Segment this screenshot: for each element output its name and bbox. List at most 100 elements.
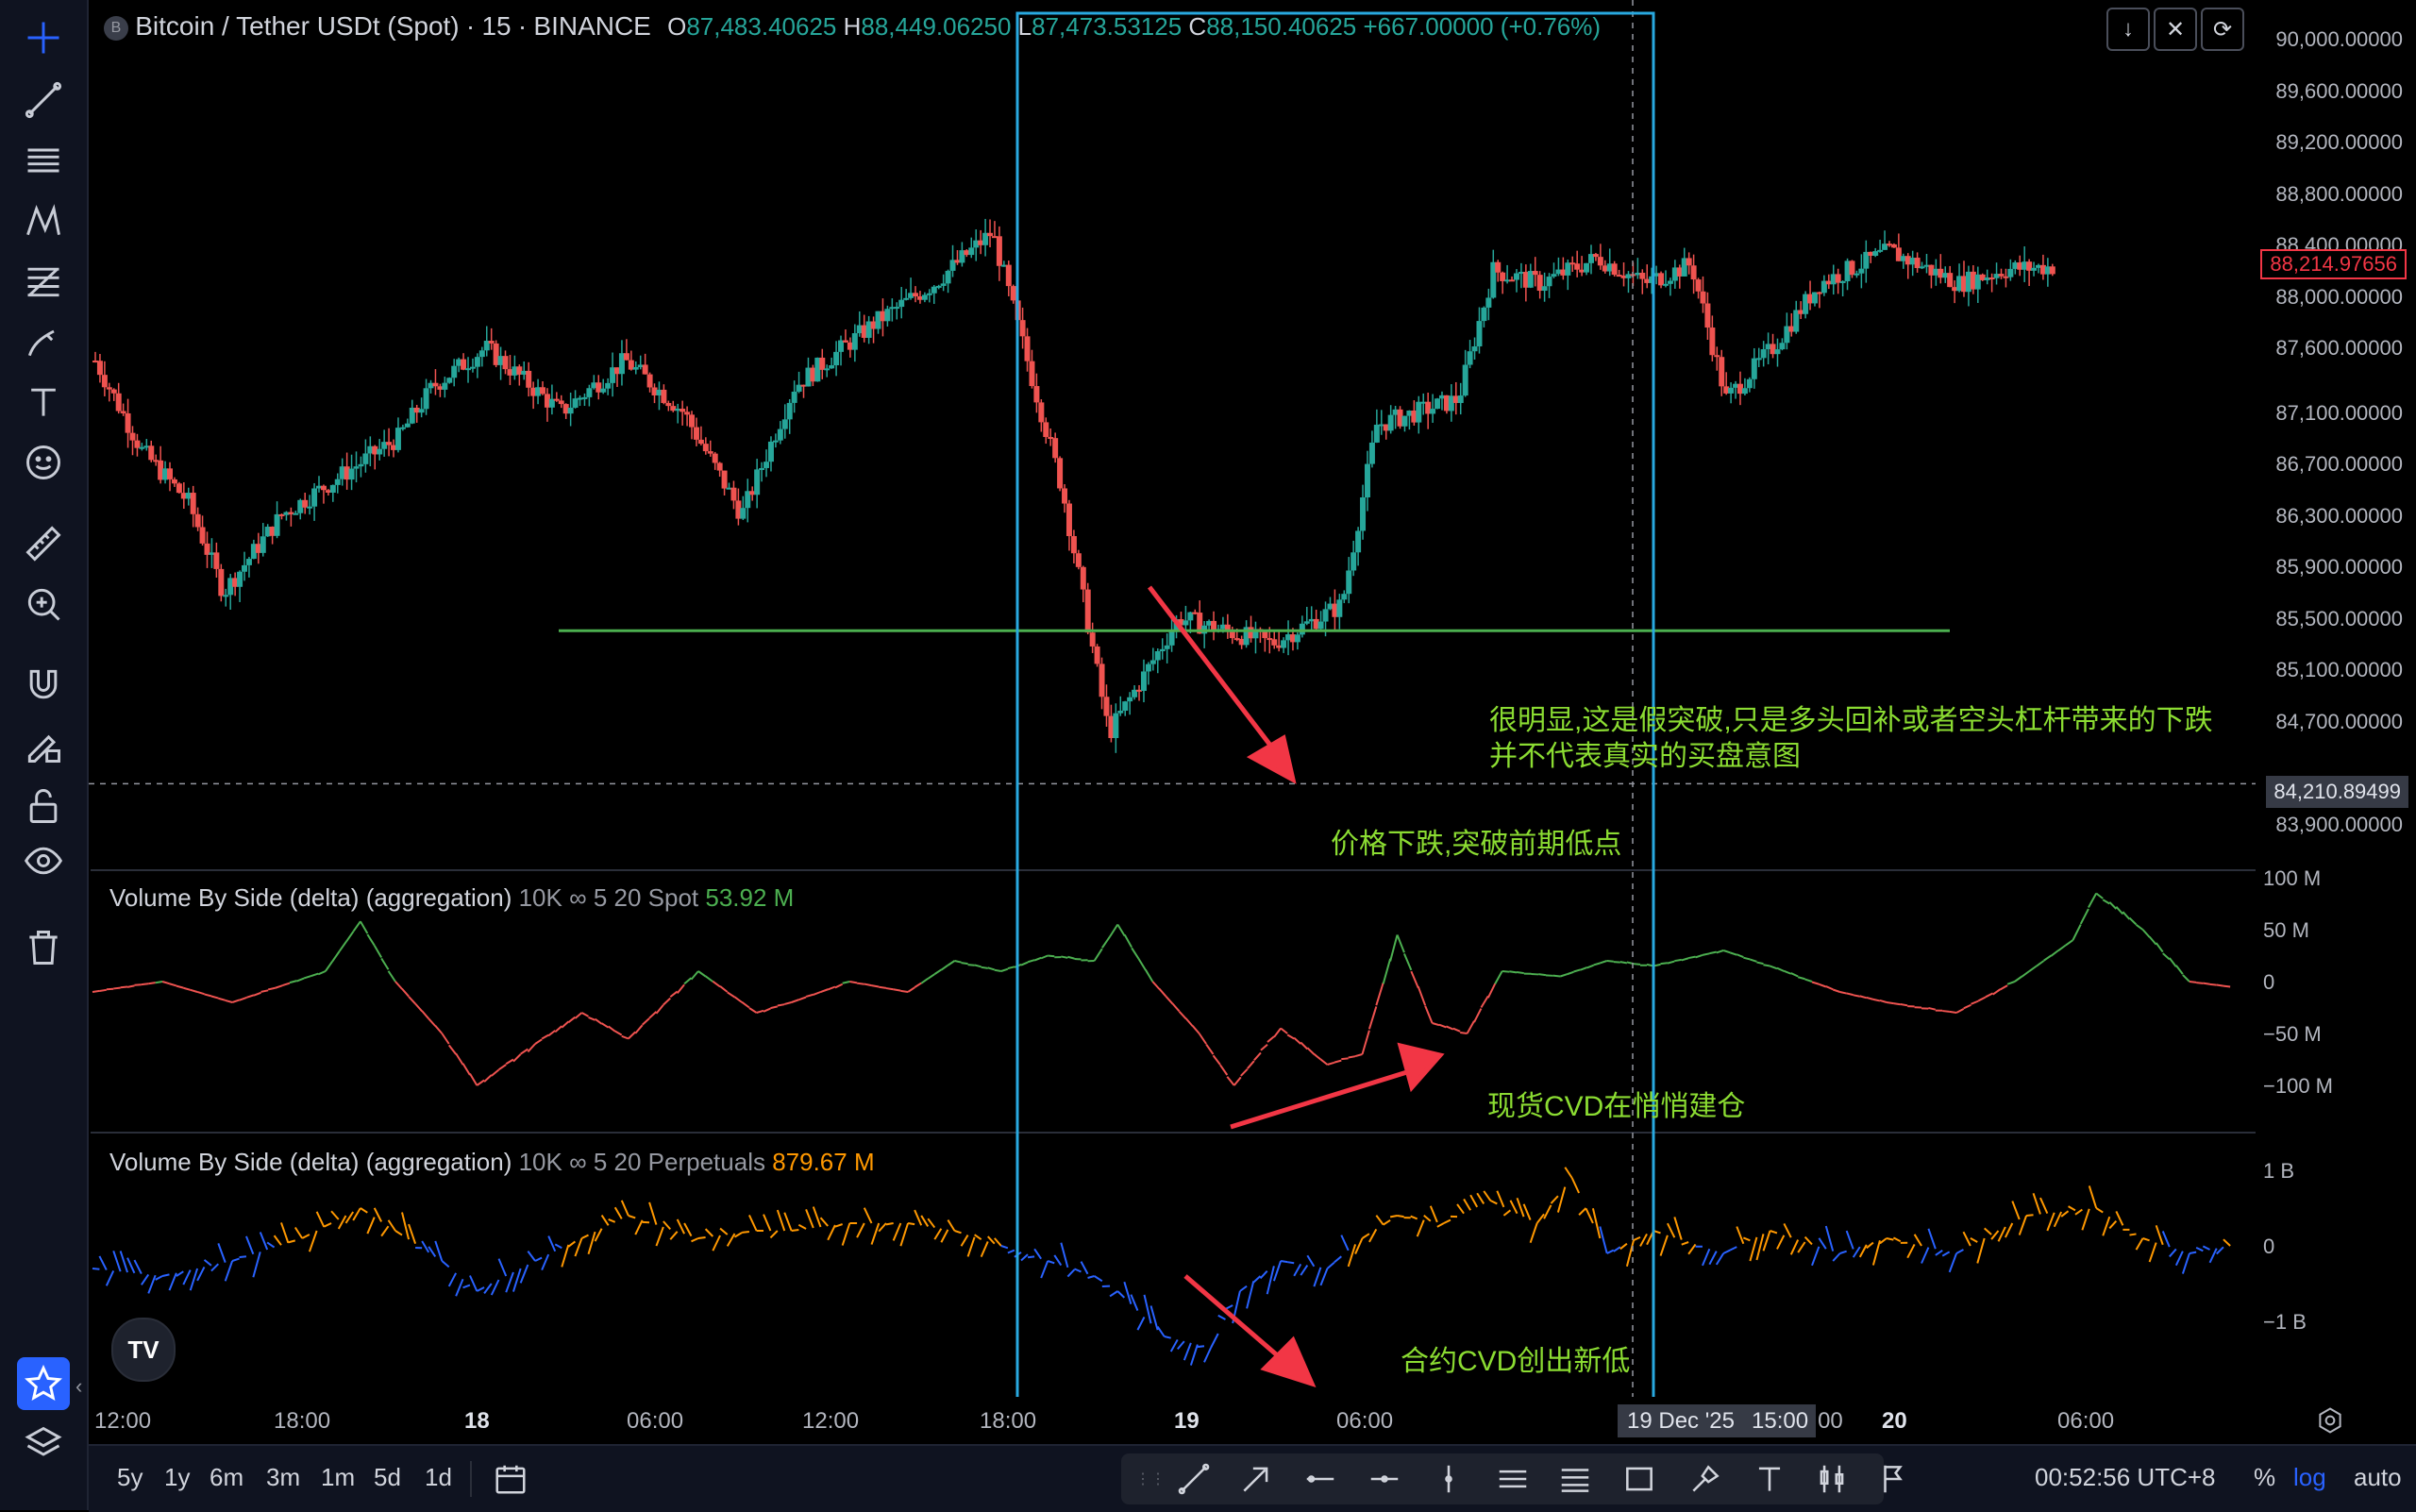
symbol-legend[interactable]: B Bitcoin / Tether USDt (Spot) · 15 · BI…: [104, 11, 1601, 42]
cvd-segment: [1327, 1063, 1334, 1065]
candle: [1476, 321, 1482, 346]
lock-icon[interactable]: [17, 780, 70, 832]
annotation-perp-cvd[interactable]: 合约CVD创出新低: [1401, 1344, 1630, 1380]
cvd-segment: [1186, 1018, 1193, 1026]
log-toggle[interactable]: log: [2293, 1463, 2326, 1492]
cvd-segment: [849, 982, 857, 983]
perp-pane-title: Volume By Side (delta) (aggregation): [109, 1148, 512, 1176]
spot-pane-legend[interactable]: Volume By Side (delta) (aggregation) 10K…: [109, 883, 794, 913]
time-label: 18: [464, 1408, 490, 1435]
cvd-segment: [169, 1273, 176, 1290]
parallel-channel-icon[interactable]: [1491, 1457, 1535, 1501]
time-axis[interactable]: 12:00 18:00 18 06:00 12:00 18:00 19 06:0…: [89, 1397, 2256, 1442]
candle: [1369, 443, 1375, 464]
annotation-fake-breakout-1[interactable]: 很明显,这是假突破,只是多头回补或者空头杠杆带来的下跌: [1489, 703, 2213, 739]
candle: [759, 468, 764, 470]
collapse-button[interactable]: ✕: [2154, 8, 2197, 51]
candle: [581, 397, 587, 399]
cvd-segment: [1376, 1216, 1383, 1225]
trend-line-icon[interactable]: [1172, 1457, 1216, 1501]
brush-tool-icon[interactable]: [1684, 1457, 1727, 1501]
fib-retracement-icon[interactable]: [1553, 1457, 1597, 1501]
range-6m[interactable]: 6m: [210, 1463, 243, 1492]
annotation-price-drop[interactable]: 价格下跌,突破前期低点: [1331, 827, 1621, 863]
candle: [1481, 308, 1486, 321]
time-label: 20: [1882, 1408, 1907, 1435]
eye-icon[interactable]: [17, 834, 70, 887]
calendar-icon[interactable]: [489, 1457, 532, 1501]
lock-pencil-icon[interactable]: [17, 719, 70, 772]
collapse-toolbar-icon[interactable]: ‹: [76, 1374, 82, 1399]
horizontal-lines-icon[interactable]: [17, 134, 70, 187]
range-1m[interactable]: 1m: [321, 1463, 355, 1492]
arrow-tool-icon[interactable]: [1234, 1457, 1278, 1501]
perp-cvd-series: [92, 1168, 2230, 1366]
cvd-segment: [2103, 899, 2109, 903]
cvd-segment: [843, 982, 850, 983]
refresh-button[interactable]: ⟳: [2201, 8, 2244, 51]
cvd-segment: [415, 1004, 422, 1012]
crosshair-icon[interactable]: [17, 11, 70, 64]
fib-icon[interactable]: [17, 255, 70, 308]
range-5d[interactable]: 5d: [374, 1463, 401, 1492]
text-icon[interactable]: [17, 376, 70, 428]
zoom-in-icon[interactable]: [17, 578, 70, 630]
rectangle-icon[interactable]: [1618, 1457, 1661, 1501]
cvd-segment: [2007, 982, 2015, 984]
annotation-fake-breakout-2[interactable]: 并不代表真实的买盘意图: [1489, 739, 1801, 775]
layers-icon[interactable]: [17, 1418, 70, 1470]
scroll-down-button[interactable]: ↓: [2106, 8, 2150, 51]
cvd-segment: [742, 1232, 749, 1233]
star-icon[interactable]: [17, 1357, 70, 1410]
ruler-icon[interactable]: [17, 517, 70, 570]
auto-toggle[interactable]: auto: [2354, 1463, 2402, 1492]
candle: [377, 449, 382, 455]
horizontal-line-icon[interactable]: [1363, 1457, 1406, 1501]
cvd-segment: [2143, 930, 2150, 937]
magnet-icon[interactable]: [17, 659, 70, 712]
perp-pane-legend[interactable]: Volume By Side (delta) (aggregation) 10K…: [109, 1148, 875, 1177]
cvd-segment: [2190, 982, 2196, 983]
cvd-segment: [1880, 1238, 1887, 1243]
cvd-segment: [1840, 1252, 1847, 1253]
pattern-icon[interactable]: [17, 194, 70, 247]
candle: [242, 565, 247, 572]
flag-icon[interactable]: [1872, 1457, 1916, 1501]
cvd-segment: [1620, 1244, 1627, 1250]
cvd-segment: [296, 979, 304, 982]
horizontal-ray-icon[interactable]: [1299, 1457, 1342, 1501]
candle: [661, 390, 666, 403]
settings-icon[interactable]: [2316, 1406, 2344, 1435]
cvd-segment: [1261, 1045, 1267, 1050]
emoji-icon[interactable]: [17, 436, 70, 489]
clock[interactable]: 00:52:56 UTC+8: [2035, 1463, 2216, 1492]
cvd-segment: [728, 992, 735, 997]
annotation-spot-cvd[interactable]: 现货CVD在悄悄建仓: [1487, 1089, 1745, 1125]
brush-icon[interactable]: [17, 315, 70, 368]
drag-handle-icon[interactable]: ⋮⋮: [1129, 1457, 1172, 1501]
spot-pane-title: Volume By Side (delta) (aggregation): [109, 883, 512, 912]
cvd-segment: [1567, 972, 1573, 974]
range-3m[interactable]: 3m: [266, 1463, 300, 1492]
candle: [1468, 351, 1473, 364]
range-1d[interactable]: 1d: [425, 1463, 452, 1492]
chart-canvas[interactable]: [89, 0, 2256, 1397]
percent-toggle[interactable]: %: [2254, 1463, 2275, 1492]
cvd-segment: [211, 996, 218, 998]
cvd-segment: [1274, 1029, 1281, 1037]
range-1y[interactable]: 1y: [164, 1463, 190, 1492]
cvd-segment: [1166, 997, 1172, 1004]
range-5y[interactable]: 5y: [117, 1463, 143, 1492]
cvd-segment: [442, 1261, 448, 1267]
tradingview-logo[interactable]: TV: [111, 1318, 176, 1382]
candle: [1103, 697, 1109, 715]
text-tool-icon[interactable]: [1748, 1457, 1791, 1501]
cvd-segment: [934, 969, 941, 974]
trend-line-icon[interactable]: [17, 74, 70, 126]
candle: [395, 428, 401, 450]
trash-icon[interactable]: [17, 921, 70, 974]
vertical-line-icon[interactable]: [1427, 1457, 1470, 1501]
candle-pattern-icon[interactable]: [1810, 1457, 1854, 1501]
